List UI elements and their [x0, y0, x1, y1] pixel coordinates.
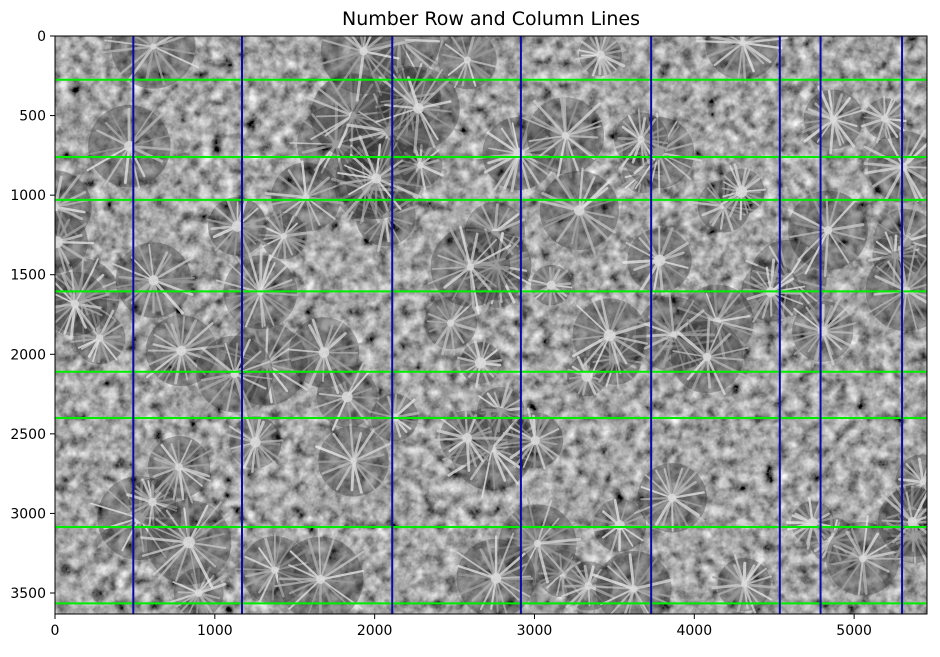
palm-crown [313, 423, 395, 497]
palm-crown [665, 318, 749, 398]
palm-crown [397, 143, 448, 191]
palm-crown [126, 478, 178, 529]
palm-crown [863, 127, 927, 203]
column-lines [132, 36, 904, 614]
palm-crown [491, 496, 586, 586]
palm-crown [588, 544, 674, 614]
y-tick-label: 2000 [10, 347, 46, 363]
palm-crown [570, 293, 652, 378]
x-tick-label: 4000 [676, 623, 712, 639]
palm-crown [574, 36, 627, 77]
chart-title: Number Row and Column Lines [342, 8, 640, 30]
y-tick-label: 3500 [10, 586, 46, 602]
palm-crown [255, 209, 313, 262]
y-tick-label: 500 [19, 109, 46, 125]
palm-crown [111, 241, 201, 323]
palm-crown [613, 108, 669, 167]
palm-crown [711, 554, 777, 614]
palm-crown [55, 266, 110, 340]
plot-frame [54, 35, 928, 615]
palm-crown [473, 113, 559, 193]
palm-crown [145, 311, 225, 387]
palm-crown [70, 309, 128, 365]
row-lines [55, 78, 927, 605]
palm-crown [287, 317, 365, 395]
palm-crown [522, 91, 605, 180]
palm-crown [634, 462, 707, 536]
y-tick-label: 2500 [10, 427, 46, 443]
palm-crown [335, 135, 425, 225]
x-tick-label: 5000 [836, 623, 872, 639]
y-axis: 0 500 1000 1500 2000 2500 3000 3500 [10, 29, 55, 602]
palm-crown [718, 163, 768, 221]
palm-crown [825, 515, 904, 596]
palm-crown [424, 291, 478, 356]
x-tick-label: 0 [51, 623, 60, 639]
x-tick-label: 1000 [197, 623, 233, 639]
palm-crown [264, 156, 344, 233]
palm-crown [538, 167, 624, 258]
y-tick-label: 1000 [10, 188, 46, 204]
x-axis: 0 1000 2000 3000 4000 5000 [51, 614, 872, 639]
palm-crown [140, 435, 213, 504]
x-tick-label: 2000 [357, 623, 393, 639]
palm-crown [195, 335, 274, 421]
x-tick-label: 3000 [517, 623, 553, 639]
plot-area [55, 36, 927, 614]
y-tick-label: 1500 [10, 268, 46, 284]
palm-crown [313, 362, 380, 434]
palm-crown [456, 532, 536, 614]
palm-crown [434, 403, 501, 472]
palm-crown [586, 498, 647, 557]
palm-crown [622, 225, 692, 297]
palm-crown [216, 322, 308, 413]
palm-crown [375, 66, 464, 154]
palm-crown [696, 36, 789, 84]
palm-crown [79, 104, 175, 190]
y-tick-label: 0 [37, 29, 46, 45]
palm-crown [140, 494, 232, 589]
palm-crown [438, 36, 502, 90]
palm-crown [427, 225, 512, 315]
palm-crown [787, 183, 868, 278]
palm-crowns [55, 36, 927, 614]
palm-crown [790, 297, 857, 368]
palm-crown [867, 231, 920, 285]
palm-crown [799, 85, 865, 155]
y-tick-label: 3000 [10, 506, 46, 522]
palm-crown [860, 95, 909, 144]
